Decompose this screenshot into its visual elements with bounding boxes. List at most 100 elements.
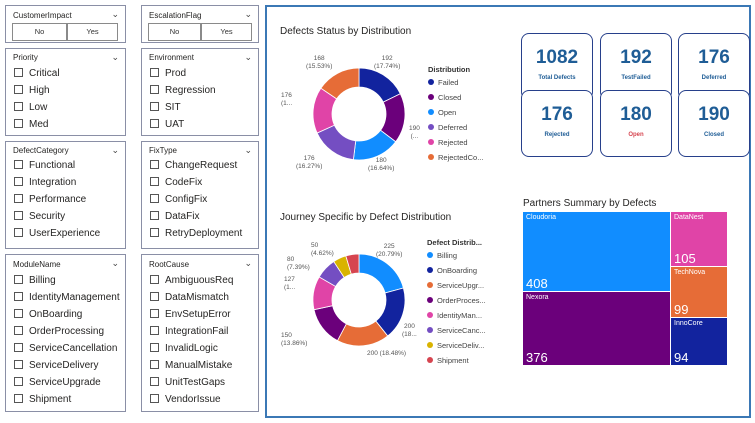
- checkbox[interactable]: [14, 194, 23, 203]
- list-item[interactable]: OnBoarding: [14, 309, 82, 321]
- defects-status-donut[interactable]: [309, 64, 409, 164]
- toggle-yes-button[interactable]: Yes: [67, 23, 118, 41]
- list-item[interactable]: AmbiguousReq: [150, 275, 233, 287]
- list-item[interactable]: Prod: [150, 68, 186, 80]
- legend-item[interactable]: Billing: [427, 251, 457, 260]
- legend-item[interactable]: Closed: [428, 93, 461, 102]
- checkbox[interactable]: [150, 394, 159, 403]
- checkbox[interactable]: [150, 68, 159, 77]
- list-item[interactable]: CodeFix: [150, 177, 202, 189]
- list-item[interactable]: DataMismatch: [150, 292, 229, 304]
- treemap-tile-nexora[interactable]: Nexora 376: [523, 292, 670, 365]
- list-item[interactable]: DataFix: [150, 211, 199, 223]
- kpi-card-test-failed[interactable]: 192 TestFailed: [600, 33, 672, 100]
- list-item[interactable]: Med: [14, 119, 48, 131]
- checkbox[interactable]: [14, 343, 23, 352]
- checkbox[interactable]: [150, 309, 159, 318]
- checkbox[interactable]: [14, 160, 23, 169]
- checkbox[interactable]: [14, 228, 23, 237]
- checkbox[interactable]: [14, 275, 23, 284]
- list-item[interactable]: Integration: [14, 177, 76, 189]
- donut-slice-shipment[interactable]: [345, 253, 360, 275]
- legend-item[interactable]: Failed: [428, 78, 458, 87]
- list-item[interactable]: IntegrationFail: [150, 326, 228, 338]
- list-item[interactable]: ConfigFix: [150, 194, 207, 206]
- list-item[interactable]: Low: [14, 102, 47, 114]
- checkbox[interactable]: [14, 177, 23, 186]
- chevron-down-icon[interactable]: ⌄: [111, 9, 119, 19]
- legend-item[interactable]: RejectedCo...: [428, 153, 483, 162]
- checkbox[interactable]: [14, 394, 23, 403]
- chevron-down-icon[interactable]: ⌄: [111, 52, 119, 62]
- checkbox[interactable]: [14, 211, 23, 220]
- checkbox[interactable]: [150, 194, 159, 203]
- toggle-no-button[interactable]: No: [12, 23, 67, 41]
- list-item[interactable]: VendorIssue: [150, 394, 221, 406]
- legend-item[interactable]: ServiceUpgr...: [427, 281, 484, 290]
- list-item[interactable]: Performance: [14, 194, 86, 206]
- checkbox[interactable]: [14, 292, 23, 301]
- list-item[interactable]: ManualMistake: [150, 360, 232, 372]
- list-item[interactable]: Shipment: [14, 394, 71, 406]
- kpi-card-deferred[interactable]: 176 Deferred: [678, 33, 750, 100]
- chevron-down-icon[interactable]: ⌄: [111, 258, 119, 268]
- journey-donut[interactable]: [309, 250, 409, 350]
- checkbox[interactable]: [150, 85, 159, 94]
- checkbox[interactable]: [150, 102, 159, 111]
- legend-item[interactable]: Rejected: [428, 138, 468, 147]
- list-item[interactable]: ChangeRequest: [150, 160, 237, 172]
- list-item[interactable]: OrderProcessing: [14, 326, 104, 338]
- checkbox[interactable]: [150, 211, 159, 220]
- list-item[interactable]: IdentityManagement: [14, 292, 120, 304]
- list-item[interactable]: High: [14, 85, 50, 97]
- list-item[interactable]: ServiceDelivery: [14, 360, 98, 372]
- legend-item[interactable]: IdentityMan...: [427, 311, 482, 320]
- list-item[interactable]: ServiceUpgrade: [14, 377, 101, 389]
- chevron-down-icon[interactable]: ⌄: [111, 145, 119, 155]
- kpi-card-closed[interactable]: 190 Closed: [678, 90, 750, 157]
- donut-slice-billing[interactable]: [358, 253, 404, 294]
- checkbox[interactable]: [150, 377, 159, 386]
- legend-item[interactable]: Open: [428, 108, 456, 117]
- legend-item[interactable]: Deferred: [428, 123, 467, 132]
- legend-item[interactable]: OrderProces...: [427, 296, 486, 305]
- checkbox[interactable]: [150, 360, 159, 369]
- legend-item[interactable]: ServiceCanc...: [427, 326, 486, 335]
- donut-slice-rejectedco-[interactable]: [320, 67, 360, 100]
- legend-item[interactable]: ServiceDeliv...: [427, 341, 484, 350]
- list-item[interactable]: Critical: [14, 68, 60, 80]
- checkbox[interactable]: [150, 292, 159, 301]
- list-item[interactable]: Functional: [14, 160, 75, 172]
- checkbox[interactable]: [150, 228, 159, 237]
- list-item[interactable]: SIT: [150, 102, 181, 114]
- chevron-down-icon[interactable]: ⌄: [244, 9, 252, 19]
- chevron-down-icon[interactable]: ⌄: [244, 145, 252, 155]
- checkbox[interactable]: [150, 275, 159, 284]
- chevron-down-icon[interactable]: ⌄: [244, 52, 252, 62]
- kpi-card-open[interactable]: 180 Open: [600, 90, 672, 157]
- kpi-card-rejected[interactable]: 176 Rejected: [521, 90, 593, 157]
- checkbox[interactable]: [150, 326, 159, 335]
- checkbox[interactable]: [150, 343, 159, 352]
- toggle-yes-button[interactable]: Yes: [201, 23, 252, 41]
- checkbox[interactable]: [14, 309, 23, 318]
- list-item[interactable]: UAT: [150, 119, 184, 131]
- list-item[interactable]: Billing: [14, 275, 56, 287]
- kpi-card-total-defects[interactable]: 1082 Total Defects: [521, 33, 593, 100]
- checkbox[interactable]: [14, 326, 23, 335]
- list-item[interactable]: UnitTestGaps: [150, 377, 225, 389]
- list-item[interactable]: ServiceCancellation: [14, 343, 117, 355]
- list-item[interactable]: Regression: [150, 85, 216, 97]
- legend-item[interactable]: OnBoarding: [427, 266, 477, 275]
- list-item[interactable]: EnvSetupError: [150, 309, 231, 321]
- legend-item[interactable]: Shipment: [427, 356, 469, 365]
- treemap-tile-technova[interactable]: TechNova 99: [671, 267, 727, 317]
- treemap-tile-cloudoria[interactable]: Cloudoria 408: [523, 212, 670, 291]
- checkbox[interactable]: [14, 102, 23, 111]
- list-item[interactable]: RetryDeployment: [150, 228, 242, 240]
- checkbox[interactable]: [150, 160, 159, 169]
- checkbox[interactable]: [150, 177, 159, 186]
- checkbox[interactable]: [150, 119, 159, 128]
- treemap-tile-innocore[interactable]: InnoCore 94: [671, 318, 727, 365]
- treemap-tile-datanest[interactable]: DataNest 105: [671, 212, 727, 266]
